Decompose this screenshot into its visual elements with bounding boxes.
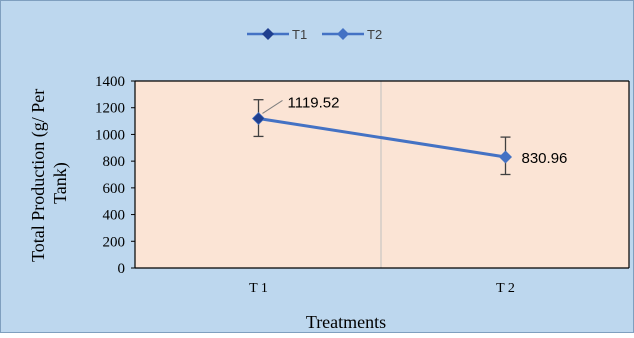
data-label: 1119.52	[288, 94, 340, 111]
y-tick-label: 600	[103, 181, 126, 197]
plot-area	[135, 81, 629, 268]
series-line	[258, 116, 506, 159]
x-tick-labels: T 1 T 2	[249, 281, 515, 296]
x-axis-title: Treatments	[306, 312, 386, 332]
y-axis-title-line-1: Total Production (g/ Per	[28, 89, 49, 262]
data-label-layer: 1119.52 830.96	[262, 94, 568, 167]
legend-entry-t2: T2	[322, 27, 382, 42]
x-tick-label: T 2	[496, 281, 515, 296]
legend-marker-t2	[337, 28, 349, 40]
y-tick-label: 800	[103, 154, 126, 170]
legend: T1 T2	[247, 27, 382, 42]
y-axis-title-line-2: Tank)	[50, 162, 71, 204]
y-tick-label: 1400	[95, 74, 125, 90]
y-tick-label: 400	[103, 208, 126, 224]
legend-entry-t1: T1	[247, 27, 307, 42]
data-point	[499, 150, 512, 164]
y-tick-label: 1000	[95, 127, 125, 143]
legend-label-t2: T2	[367, 27, 382, 42]
y-tick-label: 0	[118, 261, 126, 277]
series-layer	[252, 99, 512, 176]
data-label-leader	[262, 100, 283, 114]
y-tick-label: 200	[103, 234, 126, 250]
legend-label-t1: T1	[292, 27, 307, 42]
y-axis-title: Total Production (g/ Per Tank)	[28, 84, 71, 262]
data-label: 830.96	[522, 150, 568, 167]
y-tick-labels: 0 200 400 600 800 1000 1200 1400	[95, 74, 135, 277]
legend-marker-t1	[262, 28, 274, 40]
x-tick-label: T 1	[249, 281, 268, 296]
y-tick-label: 1200	[95, 101, 125, 117]
data-point	[253, 112, 264, 124]
